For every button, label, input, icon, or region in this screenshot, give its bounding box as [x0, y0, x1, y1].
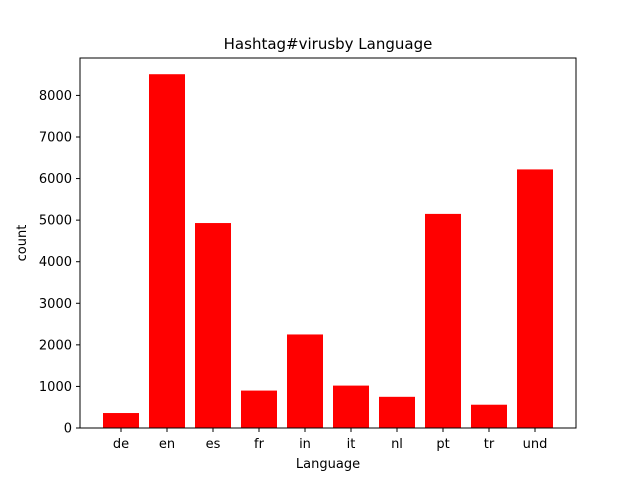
x-tick-label: tr	[484, 437, 495, 452]
bar-de	[103, 413, 139, 428]
bar-und	[517, 169, 553, 429]
chart-title: Hashtag#virusby Language	[224, 35, 433, 53]
x-axis-ticks: de en es fr in it nl pt tr und	[113, 428, 547, 452]
y-tick-label: 8000	[39, 89, 72, 104]
bar-es	[195, 223, 231, 428]
x-tick-label: fr	[254, 437, 265, 452]
x-tick-label: pt	[436, 437, 449, 452]
bar-fr	[241, 390, 277, 428]
y-axis-ticks: 0 1000 2000 3000 4000 5000 6000 7000 8000	[39, 89, 80, 437]
bar-it	[333, 385, 369, 428]
y-tick-label: 1000	[39, 380, 72, 395]
y-tick-label: 2000	[39, 338, 72, 353]
y-tick-label: 3000	[39, 297, 72, 312]
x-tick-label: es	[206, 437, 221, 452]
x-tick-label: in	[299, 437, 311, 452]
bar-tr	[471, 404, 507, 428]
x-tick-label: it	[347, 437, 356, 452]
x-tick-label: en	[159, 437, 175, 452]
y-tick-label: 0	[64, 422, 72, 437]
bar-nl	[379, 396, 415, 428]
bar-en	[149, 74, 185, 428]
x-axis-label: Language	[296, 457, 360, 472]
y-tick-label: 7000	[39, 130, 72, 145]
y-tick-label: 6000	[39, 172, 72, 187]
y-tick-label: 5000	[39, 214, 72, 229]
bar-pt	[425, 213, 461, 428]
bar-in	[287, 334, 323, 428]
plot-frame	[79, 57, 577, 429]
bars-group	[103, 74, 553, 429]
y-axis-label: count	[15, 225, 30, 262]
y-tick-label: 4000	[39, 255, 72, 270]
x-tick-label: nl	[391, 437, 403, 452]
x-tick-label: und	[523, 437, 548, 452]
x-tick-label: de	[113, 437, 129, 452]
